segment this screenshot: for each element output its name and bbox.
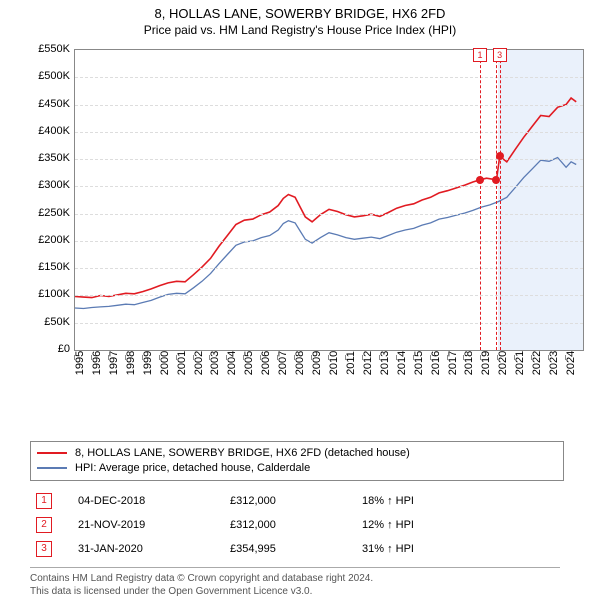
footer-line2: This data is licensed under the Open Gov… [30,585,560,598]
event-date: 04-DEC-2018 [72,489,224,513]
event-pct: 18% ↑ HPI [356,489,560,513]
event-price: £312,000 [224,513,356,537]
legend: 8, HOLLAS LANE, SOWERBY BRIDGE, HX6 2FD … [30,441,564,481]
legend-item: HPI: Average price, detached house, Cald… [37,461,557,476]
y-tick-label: £0 [58,343,70,355]
y-tick-label: £150K [38,261,70,273]
event-dot [476,176,484,184]
legend-item: 8, HOLLAS LANE, SOWERBY BRIDGE, HX6 2FD … [37,446,557,461]
chart-titles: 8, HOLLAS LANE, SOWERBY BRIDGE, HX6 2FD … [0,0,600,41]
event-marker: 1 [473,48,487,62]
event-index: 1 [36,493,52,509]
event-pct: 12% ↑ HPI [356,513,560,537]
footer: Contains HM Land Registry data © Crown c… [30,567,560,598]
y-tick-label: £550K [38,43,70,55]
footer-line1: Contains HM Land Registry data © Crown c… [30,572,560,585]
event-price: £354,995 [224,537,356,561]
chart-title: 8, HOLLAS LANE, SOWERBY BRIDGE, HX6 2FD [0,6,600,21]
legend-label: HPI: Average price, detached house, Cald… [75,461,310,476]
event-dot [496,152,504,160]
events-table: 1 04-DEC-2018£312,00018% ↑ HPI 2 21-NOV-201… [30,489,560,561]
chart-area: £0 £50K £100K £150K £200K £250K £300K £350K £400… [30,45,590,395]
legend-swatch [37,452,67,454]
y-tick-label: £100K [38,288,70,300]
y-tick-label: £250K [38,207,70,219]
y-tick-label: £200K [38,234,70,246]
event-vline [480,50,481,350]
y-tick-label: £500K [38,70,70,82]
event-dot [492,176,500,184]
legend-label: 8, HOLLAS LANE, SOWERBY BRIDGE, HX6 2FD … [75,446,410,461]
event-row: 2 21-NOV-2019£312,00012% ↑ HPI [30,513,560,537]
y-tick-label: £350K [38,152,70,164]
event-row: 1 04-DEC-2018£312,00018% ↑ HPI [30,489,560,513]
event-pct: 31% ↑ HPI [356,537,560,561]
chart-lines-svg [75,50,583,350]
event-date: 21-NOV-2019 [72,513,224,537]
chart-plot: 13 [74,49,584,351]
event-price: £312,000 [224,489,356,513]
y-tick-label: £400K [38,125,70,137]
y-tick-label: £300K [38,179,70,191]
x-axis-labels: 1995199619971998199920002001200220032004… [74,355,584,395]
x-tick-label: 2024 [565,351,597,375]
event-vline [496,50,497,350]
y-tick-label: £50K [44,316,70,328]
legend-swatch [37,467,67,469]
y-tick-label: £450K [38,98,70,110]
event-marker: 3 [493,48,507,62]
event-index: 2 [36,517,52,533]
event-index: 3 [36,541,52,557]
event-vline [500,50,501,350]
event-row: 3 31-JAN-2020£354,99531% ↑ HPI [30,537,560,561]
chart-subtitle: Price paid vs. HM Land Registry's House … [0,23,600,37]
event-date: 31-JAN-2020 [72,537,224,561]
y-axis-labels: £0 £50K £100K £150K £200K £250K £300K £350K £400… [30,45,74,353]
series-hpi [75,158,576,309]
